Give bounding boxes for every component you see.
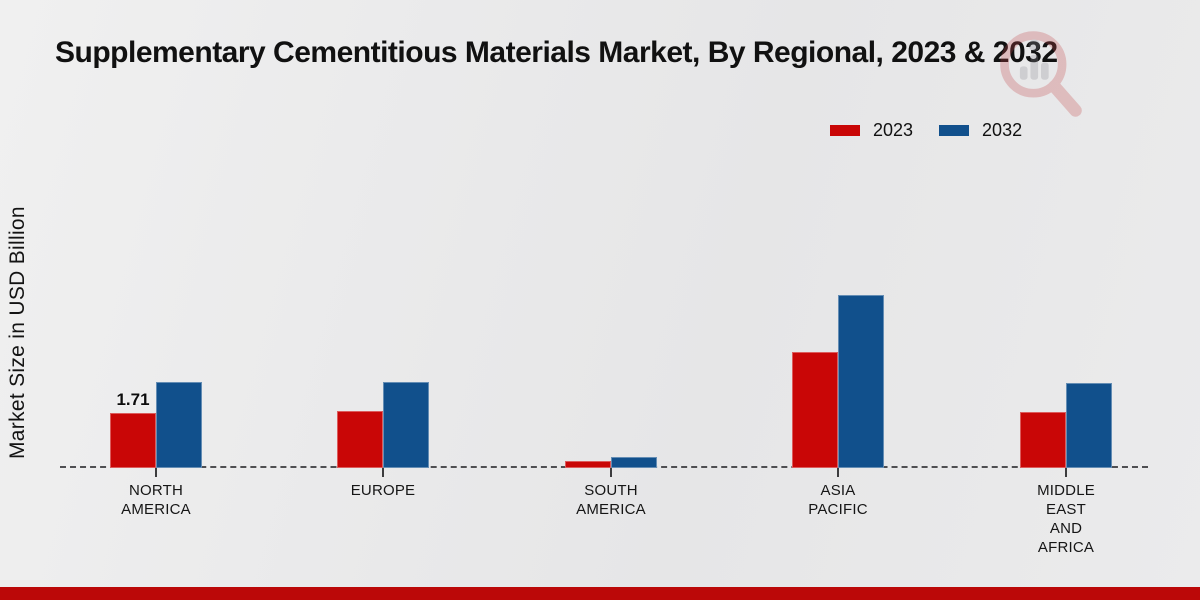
bar-2032-north-america: [156, 382, 202, 468]
x-axis-category-label: ASIA PACIFIC: [808, 482, 868, 518]
x-axis-category-label: MIDDLE EAST AND AFRICA: [1037, 482, 1095, 556]
legend-label-2032: 2032: [982, 120, 1023, 140]
x-axis-tick: [155, 468, 157, 477]
bar-value-label: 1.71: [116, 390, 150, 409]
legend-label-2023: 2023: [873, 120, 914, 140]
watermark-logo-icon: [1000, 31, 1082, 117]
legend-swatch-2032: [939, 125, 970, 136]
legend-item-2032: 2032: [939, 120, 1022, 141]
bar-2023-europe: [337, 411, 383, 468]
x-axis-category-label: NORTH AMERICA: [121, 482, 191, 518]
legend-item-2023: 2023: [830, 120, 913, 141]
bar-2032-middle-east-and-africa: [1066, 383, 1112, 468]
bar-2032-asia-pacific: [838, 295, 884, 468]
bar-2023-south-america: [565, 461, 611, 468]
y-axis-label: Market Size in USD Billion: [6, 206, 29, 460]
x-axis-category-label: SOUTH AMERICA: [576, 482, 646, 518]
x-axis-tick: [382, 468, 384, 477]
chart-title: Supplementary Cementitious Materials Mar…: [55, 36, 1058, 69]
bar-2023-middle-east-and-africa: [1020, 412, 1066, 468]
legend: 2023 2032: [830, 120, 1022, 141]
bar-2023-asia-pacific: [792, 352, 838, 468]
legend-swatch-2023: [830, 125, 860, 136]
x-axis-tick: [610, 468, 612, 477]
bar-2032-south-america: [611, 457, 657, 468]
footer-accent-bar: [0, 587, 1200, 600]
x-axis-tick: [837, 468, 839, 477]
bar-2023-north-america: [110, 413, 156, 468]
bar-2032-europe: [383, 382, 429, 468]
x-axis-tick: [1065, 468, 1067, 477]
x-axis-category-label: EUROPE: [350, 482, 416, 499]
